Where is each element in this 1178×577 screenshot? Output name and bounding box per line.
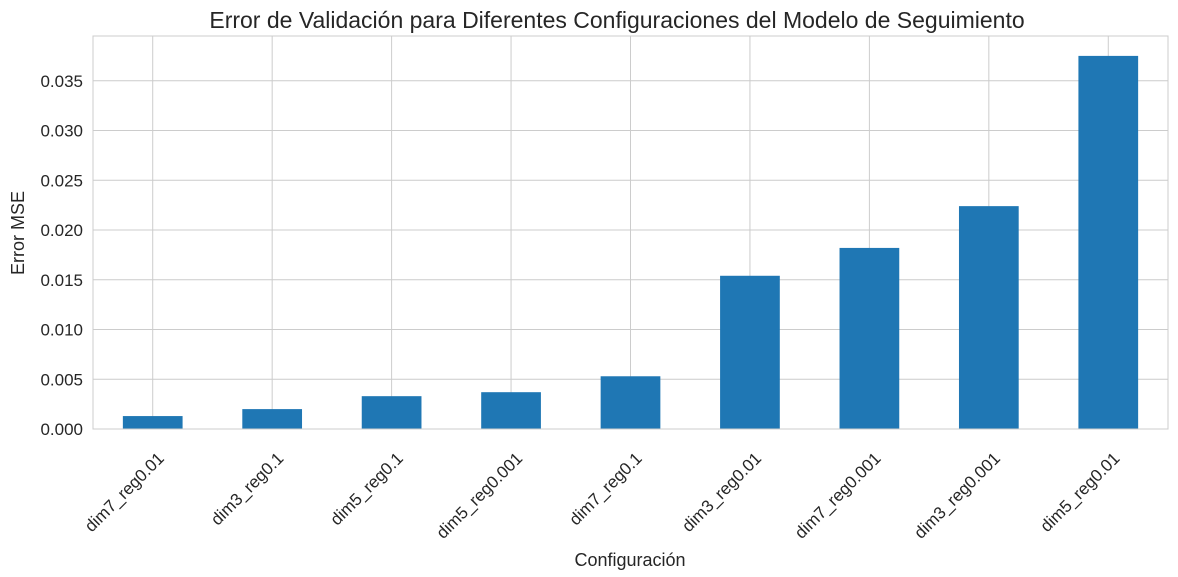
x-tick-label: dim7_reg0.1 bbox=[565, 449, 645, 529]
bar-dim3_reg0.001 bbox=[958, 206, 1019, 429]
bar-dim3_reg0.01 bbox=[720, 275, 780, 429]
x-tick-label: dim5_reg0.01 bbox=[1037, 449, 1124, 536]
bars-layer bbox=[122, 55, 1139, 429]
bar-dim7_reg0.1 bbox=[600, 376, 661, 429]
y-tick-label: 0.000 bbox=[40, 420, 83, 439]
y-tick-label: 0.030 bbox=[40, 122, 83, 141]
bar-dim5_reg0.001 bbox=[481, 392, 541, 429]
y-tick-labels: 0.000 0.005 0.010 0.015 0.020 0.025 0.030 0.035 bbox=[40, 72, 83, 439]
y-tick-label: 0.010 bbox=[40, 321, 83, 340]
x-axis-label: Configuración bbox=[574, 550, 685, 570]
x-tick-label: dim3_reg0.001 bbox=[910, 449, 1004, 543]
y-tick-label: 0.015 bbox=[40, 271, 83, 290]
x-tick-labels: dim7_reg0.01 dim3_reg0.1 dim5_reg0.1 dim5_r… bbox=[81, 449, 1124, 543]
x-tick-label: dim3_reg0.01 bbox=[678, 449, 765, 536]
bar-dim5_reg0.01 bbox=[1078, 55, 1139, 429]
y-tick-label: 0.020 bbox=[40, 221, 83, 240]
x-tick-label: dim5_reg0.1 bbox=[327, 449, 407, 529]
bar-dim7_reg0.01 bbox=[122, 416, 183, 429]
y-tick-label: 0.035 bbox=[40, 72, 83, 91]
bar-dim3_reg0.1 bbox=[242, 409, 303, 429]
x-tick-label: dim7_reg0.01 bbox=[81, 449, 168, 536]
bar-dim5_reg0.1 bbox=[361, 396, 422, 429]
y-tick-label: 0.025 bbox=[40, 171, 83, 190]
x-tick-label: dim5_reg0.001 bbox=[433, 449, 527, 543]
plot-frame bbox=[92, 35, 1169, 430]
x-tick-label: dim3_reg0.1 bbox=[207, 449, 287, 529]
x-tick-label: dim7_reg0.001 bbox=[791, 449, 885, 543]
y-tick-label: 0.005 bbox=[40, 370, 83, 389]
y-axis-label: Error MSE bbox=[8, 191, 28, 275]
chart-title: Error de Validación para Diferentes Conf… bbox=[209, 7, 1024, 33]
bar-dim7_reg0.001 bbox=[839, 247, 900, 429]
